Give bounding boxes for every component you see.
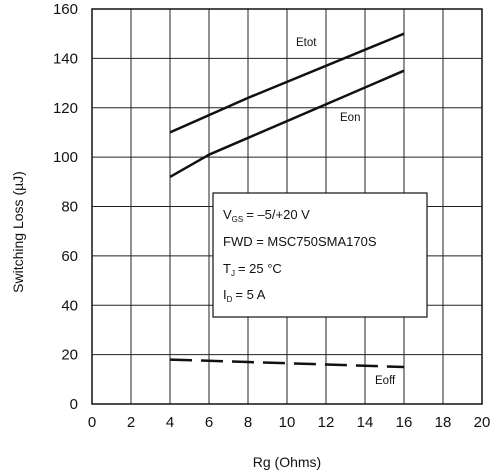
condition-tj: TJ = 25 °C xyxy=(223,261,282,278)
series-label-etot: Etot xyxy=(296,37,317,49)
y-tick-label-80: 80 xyxy=(61,199,78,216)
x-axis-title: Rg (Ohms) xyxy=(253,454,321,470)
y-tick-label-60: 60 xyxy=(61,248,78,265)
condition-fwd: FWD = MSC750SMA170S xyxy=(223,234,377,249)
series-label-eoff: Eoff xyxy=(375,375,396,387)
series-line-eoff xyxy=(169,358,405,369)
x-tick-label-10: 10 xyxy=(279,414,296,431)
condition-id: ID = 5 A xyxy=(223,287,266,304)
y-tick-label-160: 160 xyxy=(53,1,78,18)
id-value: = 5 A xyxy=(235,287,265,302)
conditions-box: VGS = –5/+20 V FWD = MSC750SMA170S TJ = 25… xyxy=(212,192,428,318)
y-tick-label-140: 140 xyxy=(53,50,78,67)
y-axis-title: Switching Loss (µJ) xyxy=(10,171,26,293)
id-subscript: D xyxy=(227,295,233,304)
y-tick-label-100: 100 xyxy=(53,149,78,166)
x-tick-label-6: 6 xyxy=(205,414,213,431)
x-tick-label-8: 8 xyxy=(244,414,252,431)
x-tick-label-16: 16 xyxy=(396,414,413,431)
y-tick-labels: 0 20 40 60 80 100 120 140 160 xyxy=(53,1,78,413)
x-tick-label-12: 12 xyxy=(318,414,335,431)
series-lines xyxy=(169,32,405,369)
x-tick-label-20: 20 xyxy=(474,414,491,431)
plot-area-frame xyxy=(91,8,483,405)
tj-value: = 25 °C xyxy=(238,261,282,276)
id-symbol: I xyxy=(223,287,227,302)
y-tick-label-20: 20 xyxy=(61,347,78,364)
series-line-eon xyxy=(169,69,405,178)
y-tick-label-0: 0 xyxy=(70,396,78,413)
vgs-symbol: V xyxy=(223,207,232,222)
vgs-value: = –5/+20 V xyxy=(246,207,310,222)
x-tick-label-18: 18 xyxy=(435,414,452,431)
x-tick-label-14: 14 xyxy=(357,414,374,431)
y-tick-label-120: 120 xyxy=(53,100,78,117)
conditions-box-frame xyxy=(212,192,428,318)
vgs-subscript: GS xyxy=(232,215,244,224)
x-tick-label-4: 4 xyxy=(166,414,174,431)
x-tick-label-0: 0 xyxy=(88,414,96,431)
tj-symbol: T xyxy=(223,261,231,276)
y-tick-label-40: 40 xyxy=(61,297,78,314)
tj-subscript: J xyxy=(231,269,235,278)
x-tick-labels: 0 2 4 6 8 10 12 14 16 18 20 xyxy=(88,414,491,431)
series-label-eon: Eon xyxy=(340,112,360,124)
series-line-etot xyxy=(169,32,405,134)
condition-vgs: VGS = –5/+20 V xyxy=(223,207,310,224)
x-tick-label-2: 2 xyxy=(127,414,135,431)
